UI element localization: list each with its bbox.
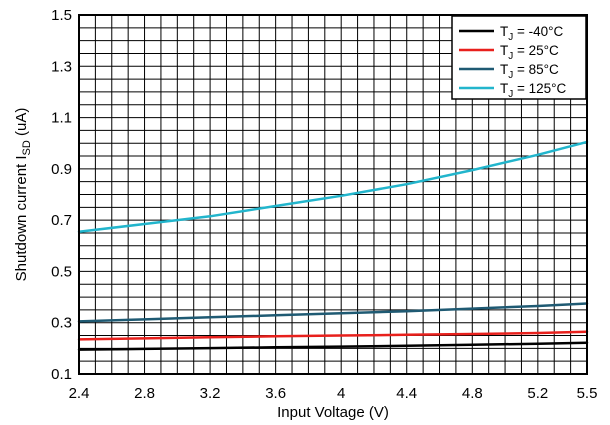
series-line-2 [77,302,589,323]
x-tick-label: 4 [337,385,345,402]
x-tick-label: 2.4 [69,385,90,402]
x-tick-label: 5.2 [527,385,548,402]
legend-label-1: TJ = 25°C [500,43,559,62]
series-line-0 [77,341,589,351]
x-tick-label: 5.5 [577,385,598,402]
y-tick-label: 1.3 [51,58,72,75]
legend-items: TJ = -40°CTJ = 25°CTJ = 85°CTJ = 125°C [459,24,567,100]
y-tick-label: 1.1 [51,110,72,127]
y-axis-title-unit: (uA) [13,108,30,141]
y-tick-label: 1.5 [51,7,72,24]
series-lines [77,140,589,351]
y-tick-label: 0.7 [51,212,72,229]
y-axis-title: Shutdown current ISD (uA) [13,108,33,282]
series-line-1 [77,330,589,341]
y-axis-title-subscript: SD [21,140,33,155]
x-tick-label: 3.2 [200,385,221,402]
y-tick-label: 0.3 [51,315,72,332]
y-tick-labels: 0.1 0.3 0.5 0.7 0.9 1.1 1.3 1.5 [51,7,72,383]
y-tick-label: 0.1 [51,366,72,383]
plot-frame [78,14,588,375]
legend-label-2: TJ = 85°C [500,62,559,81]
legend: TJ = -40°CTJ = 25°CTJ = 85°CTJ = 125°C [451,15,587,100]
x-axis-title: Input Voltage (V) [277,404,389,421]
x-tick-labels: 2.4 2.8 3.2 3.6 4 4.4 4.8 5.2 5.5 [69,385,598,402]
legend-label-0: TJ = -40°C [500,24,564,43]
y-tick-label: 0.5 [51,263,72,280]
x-tick-label: 2.8 [134,385,155,402]
x-tick-label: 3.6 [265,385,286,402]
y-axis-title-main: Shutdown current I [13,155,30,281]
grid-lines [79,15,587,374]
y-tick-label: 0.9 [51,161,72,178]
y-axis-title-group: Shutdown current ISD (uA) [13,108,33,282]
x-tick-label: 4.4 [396,385,417,402]
series-line-3 [77,140,589,233]
legend-label-3: TJ = 125°C [500,81,567,100]
x-tick-label: 4.8 [462,385,483,402]
